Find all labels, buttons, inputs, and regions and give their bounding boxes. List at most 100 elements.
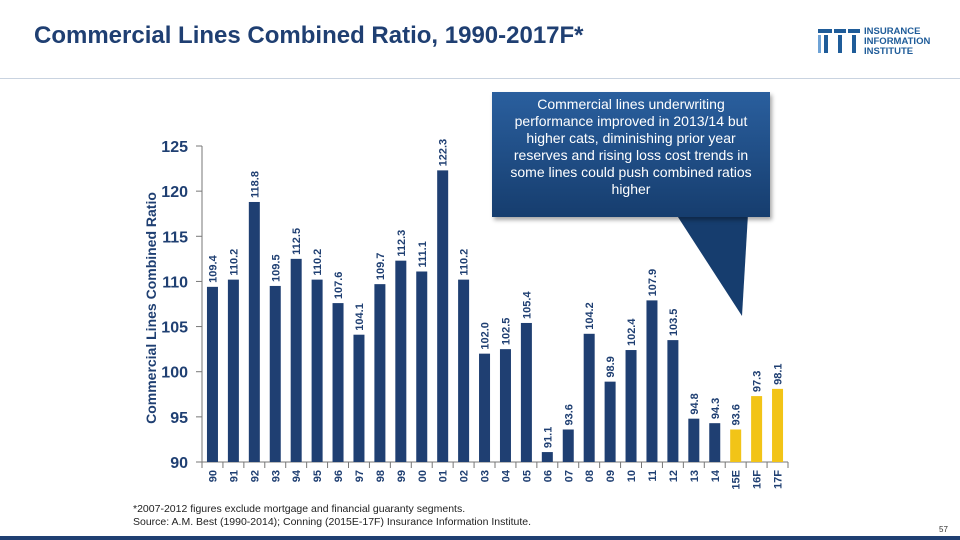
x-tick-label: 90 xyxy=(207,470,219,482)
bar xyxy=(499,349,511,462)
x-tick-label: 11 xyxy=(647,470,659,482)
x-tick-label: 06 xyxy=(542,470,554,482)
x-tick-label: 92 xyxy=(249,470,261,482)
x-tick-label: 16F xyxy=(752,470,764,489)
bar-value-label: 104.2 xyxy=(584,302,596,330)
x-tick-label: 98 xyxy=(375,470,387,482)
bar xyxy=(353,334,365,462)
bar-value-label: 102.0 xyxy=(480,322,492,350)
bar xyxy=(709,423,721,462)
bar-value-label: 94.8 xyxy=(689,393,701,414)
logo-line: INSTITUTE xyxy=(864,46,914,57)
bar xyxy=(730,429,742,462)
bar xyxy=(562,429,574,462)
bar-value-label: 112.5 xyxy=(291,228,303,255)
bar-value-label: 107.6 xyxy=(333,272,345,300)
x-tick-label: 12 xyxy=(668,470,680,482)
x-tick-label: 03 xyxy=(480,470,492,482)
slide-title: Commercial Lines Combined Ratio, 1990-20… xyxy=(34,22,584,49)
bar xyxy=(311,279,323,462)
bar-value-label: 109.7 xyxy=(375,253,387,281)
bar xyxy=(625,350,637,462)
title-divider xyxy=(0,78,960,79)
x-tick-label: 05 xyxy=(521,470,533,482)
bar-value-label: 91.1 xyxy=(542,427,554,448)
bar xyxy=(772,388,784,462)
bar xyxy=(646,300,658,462)
y-tick-label: 125 xyxy=(161,139,188,156)
bar xyxy=(667,340,679,462)
bar-value-label: 112.3 xyxy=(396,230,408,257)
bar xyxy=(458,279,470,462)
x-tick-label: 10 xyxy=(626,470,638,482)
footnote: *2007-2012 figures exclude mortgage and … xyxy=(133,503,531,529)
x-tick-label: 08 xyxy=(584,470,596,482)
bar-value-label: 102.5 xyxy=(500,318,512,346)
bar-value-label: 110.2 xyxy=(228,249,240,276)
x-tick-label: 17F xyxy=(773,470,785,489)
x-tick-label: 13 xyxy=(689,470,701,482)
y-tick-label: 120 xyxy=(161,184,188,201)
bar-value-label: 109.4 xyxy=(207,254,219,282)
y-tick-label: 110 xyxy=(162,274,188,291)
x-tick-label: 09 xyxy=(605,470,617,482)
source-line: Source: A.M. Best (1990-2014); Conning (… xyxy=(133,516,532,528)
x-tick-label: 15E xyxy=(731,470,743,490)
bar-value-label: 97.3 xyxy=(752,371,764,392)
bar-value-label: 98.1 xyxy=(773,363,785,384)
bar xyxy=(206,286,218,462)
x-tick-label: 91 xyxy=(228,470,240,482)
y-tick-label: 105 xyxy=(161,320,188,337)
bar xyxy=(479,353,491,462)
page-number: 57 xyxy=(939,525,948,534)
x-tick-label: 00 xyxy=(417,470,429,482)
bar-value-label: 118.8 xyxy=(249,171,261,198)
footnote-line: *2007-2012 figures exclude mortgage and … xyxy=(133,503,466,515)
x-tick-label: 96 xyxy=(333,470,345,482)
x-tick-label: 93 xyxy=(270,470,282,482)
bar-value-label: 103.5 xyxy=(668,309,680,337)
bar-value-label: 93.6 xyxy=(563,404,575,425)
bar-value-label: 122.3 xyxy=(438,139,450,167)
bar-value-label: 110.2 xyxy=(312,249,324,276)
bar-value-label: 104.1 xyxy=(354,303,366,331)
iii-logo-mark-icon xyxy=(818,29,860,53)
y-tick-label: 115 xyxy=(162,229,188,246)
bar xyxy=(227,279,239,462)
bar xyxy=(269,285,281,462)
bar-value-label: 105.4 xyxy=(521,291,533,319)
x-tick-label: 04 xyxy=(500,469,512,482)
bar-value-label: 110.2 xyxy=(459,249,471,276)
x-tick-label: 99 xyxy=(396,470,408,482)
bar-value-label: 93.6 xyxy=(731,404,743,425)
x-tick-label: 01 xyxy=(438,470,450,482)
x-tick-label: 07 xyxy=(563,470,575,482)
x-tick-label: 94 xyxy=(291,469,303,482)
logo-line: INFORMATION xyxy=(864,36,931,47)
bar-value-label: 109.5 xyxy=(270,254,282,282)
x-tick-label: 02 xyxy=(459,470,471,482)
bar xyxy=(416,271,428,462)
x-tick-label: 14 xyxy=(710,469,722,482)
bar xyxy=(604,381,616,462)
bar-value-label: 107.9 xyxy=(647,269,659,297)
y-axis-title: Commercial Lines Combined Ratio xyxy=(143,192,159,424)
bar-value-label: 94.3 xyxy=(710,398,722,419)
bar xyxy=(332,303,344,462)
bar xyxy=(520,322,532,462)
y-tick-label: 95 xyxy=(170,410,188,427)
y-tick-label: 90 xyxy=(170,455,188,472)
bar-value-label: 98.9 xyxy=(605,356,617,377)
iii-logo: INSURANCE INFORMATION INSTITUTE xyxy=(818,26,958,66)
bar xyxy=(437,170,449,462)
y-tick-label: 100 xyxy=(161,365,188,382)
bar xyxy=(374,284,386,462)
bar xyxy=(541,452,553,462)
x-tick-label: 97 xyxy=(354,470,366,482)
bar xyxy=(583,333,595,462)
bottom-rule xyxy=(0,536,960,540)
logo-line: INSURANCE xyxy=(864,26,921,37)
bar xyxy=(395,260,407,462)
bar xyxy=(248,201,260,462)
